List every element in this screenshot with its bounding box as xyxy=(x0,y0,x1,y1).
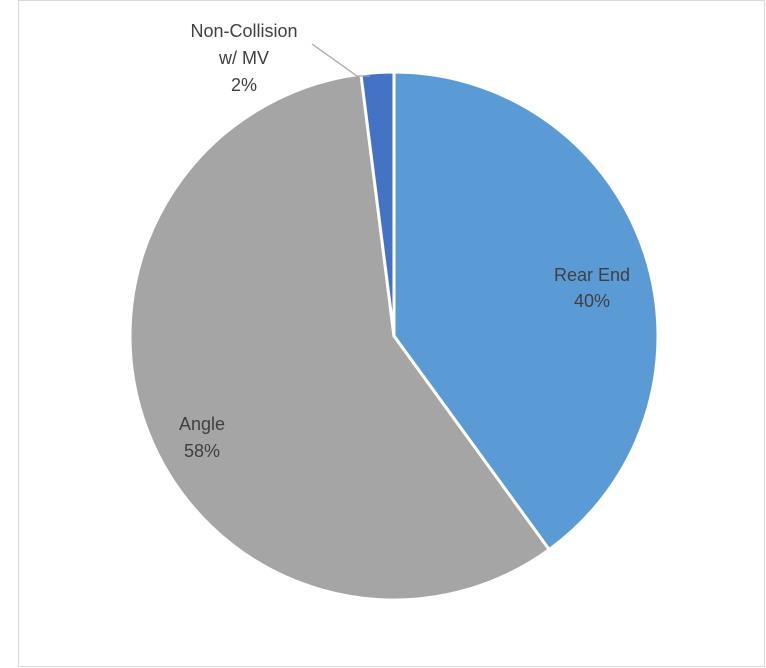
pie-slices xyxy=(128,70,660,602)
leader-lines xyxy=(311,43,370,77)
slice-percent-non-collision: 2% xyxy=(231,75,257,95)
slice-percent-angle: 58% xyxy=(184,441,220,461)
slice-label-non-collision-line2: w/ MV xyxy=(218,48,269,68)
slice-label-rear-end: Rear End xyxy=(554,265,630,285)
pie-slice-non-collision xyxy=(359,70,396,338)
pie-slice-rear-end xyxy=(392,70,660,552)
slice-label-non-collision-line1: Non-Collision xyxy=(190,21,297,41)
slice-label-angle: Angle xyxy=(179,414,225,434)
leader-line-non-collision xyxy=(311,43,370,77)
slice-percent-rear-end: 40% xyxy=(574,291,610,311)
pie-slice-angle xyxy=(128,72,551,602)
